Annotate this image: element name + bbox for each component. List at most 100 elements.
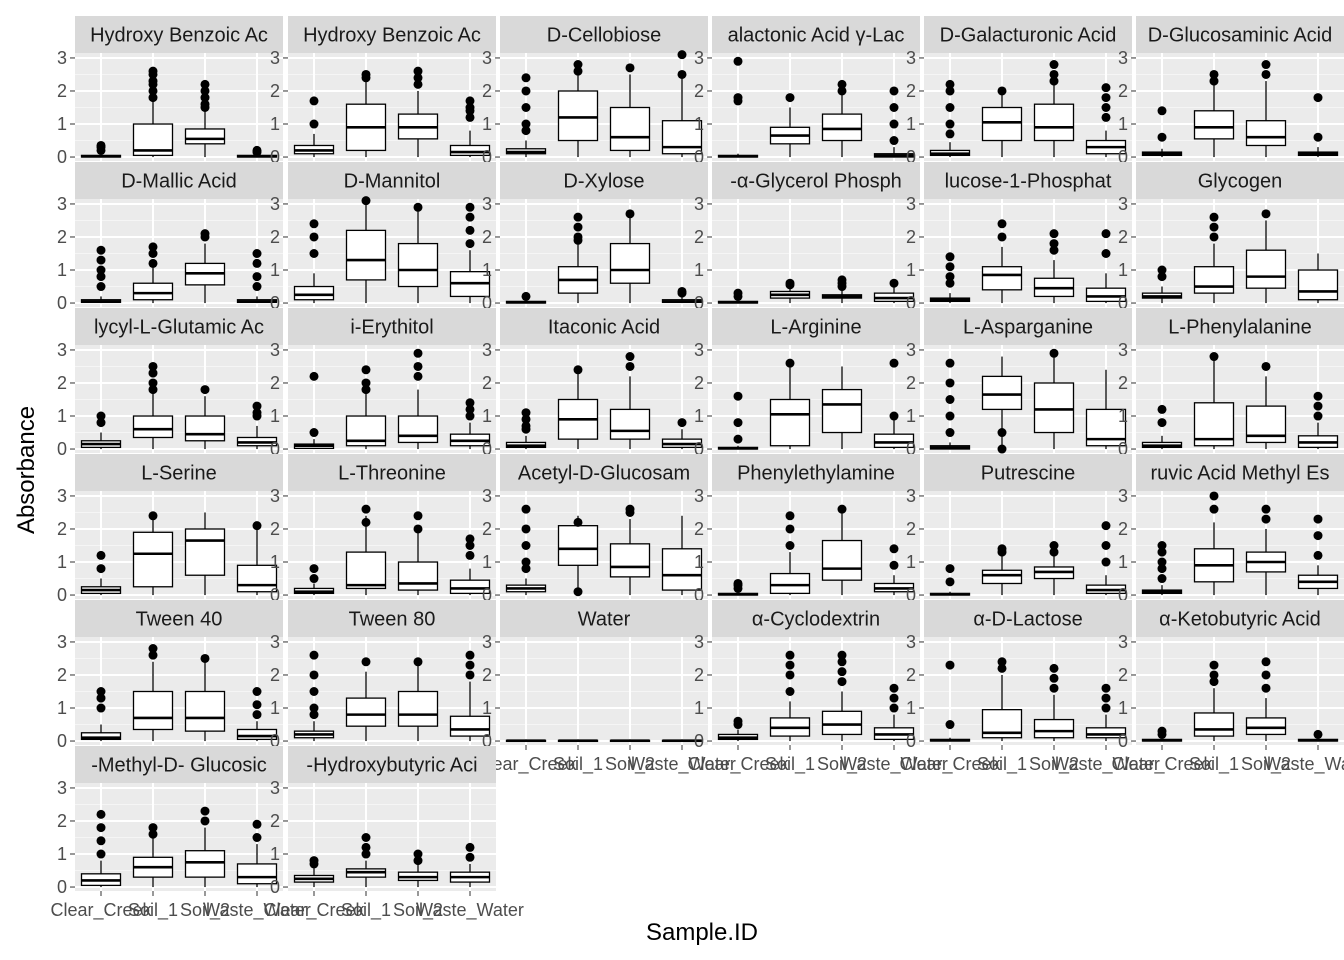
y-tick-label: 2 <box>482 227 492 247</box>
outlier-point <box>1101 557 1111 567</box>
box-body <box>345 551 387 590</box>
box-body <box>1085 287 1127 303</box>
box-Soil_1 <box>981 86 1023 158</box>
facet-strip-label: D-Cellobiose <box>547 25 662 47</box>
outlier-point <box>997 219 1007 229</box>
y-tick-label: 0 <box>270 877 280 897</box>
x-tick-label: Clear_Creek <box>899 754 1001 775</box>
outlier-point <box>96 245 106 255</box>
outlier-point <box>1157 106 1167 116</box>
box-Soil_1 <box>1193 491 1235 596</box>
outlier-point <box>361 378 371 388</box>
outlier-point <box>361 504 371 514</box>
box-Waste_Water <box>236 248 278 304</box>
box-body <box>821 388 863 434</box>
facet-strip <box>924 308 1132 345</box>
facet-panel: D-Xylose 0 1 2 3 <box>482 162 708 313</box>
y-tick-label: 0 <box>1118 439 1128 459</box>
facet-panel: ruvic Acid Methyl Es 0 1 2 3 <box>1118 454 1344 605</box>
outlier-point <box>413 371 423 381</box>
facet-panel: Itaconic Acid 0 1 2 3 <box>482 308 708 459</box>
x-tick-label: Clear_Creek <box>687 754 789 775</box>
box-Soil_1 <box>1193 69 1235 158</box>
outlier-point <box>96 836 106 846</box>
outlier-point <box>945 660 955 670</box>
y-tick-label: 3 <box>694 340 704 360</box>
y-tick-label: 0 <box>57 293 67 313</box>
x-tick-label: Clear_Creek <box>475 754 577 775</box>
outlier-point <box>889 102 899 112</box>
outlier-point <box>465 540 475 550</box>
box-body <box>609 106 651 152</box>
outlier-point <box>309 96 319 106</box>
y-tick-label: 3 <box>270 194 280 214</box>
box-Soil_1 <box>345 832 387 888</box>
box-Soil_1 <box>769 358 811 450</box>
outlier-point <box>1209 76 1219 86</box>
outlier-point <box>837 504 847 514</box>
outlier-point <box>889 136 899 146</box>
box-Soil_2 <box>184 806 226 888</box>
y-tick-label: 2 <box>270 519 280 539</box>
y-tick-label: 3 <box>694 486 704 506</box>
outlier-point <box>1101 248 1111 258</box>
outlier-point <box>1313 401 1323 411</box>
outlier-point <box>997 657 1007 667</box>
box-body <box>1033 718 1075 739</box>
outlier-point <box>785 686 795 696</box>
x-tick-label: Clear_Creek <box>50 900 152 921</box>
outlier-point <box>677 286 687 296</box>
facet-strip <box>924 454 1132 491</box>
box-Soil_1 <box>345 365 387 450</box>
box-body <box>449 715 491 737</box>
outlier-point <box>361 73 371 83</box>
facet-strip <box>500 454 708 491</box>
box-body <box>821 710 863 736</box>
outlier-point <box>889 411 899 421</box>
box-Waste_Water <box>1085 521 1127 596</box>
box-Waste_Water <box>1297 253 1339 304</box>
box-Waste_Water <box>1297 514 1339 596</box>
outlier-point <box>1261 670 1271 680</box>
outlier-point <box>465 239 475 249</box>
box-Soil_2 <box>821 79 863 158</box>
box-body <box>1193 110 1235 140</box>
outlier-point <box>465 202 475 212</box>
outlier-point <box>521 540 531 550</box>
box-body <box>236 564 278 593</box>
outlier-point <box>573 60 583 70</box>
box-body <box>1193 266 1235 294</box>
box-body <box>981 569 1023 585</box>
outlier-point <box>200 653 210 663</box>
y-tick-label: 2 <box>57 227 67 247</box>
facet-strip <box>288 162 496 199</box>
outlier-point <box>252 710 262 720</box>
y-tick-label: 1 <box>1118 552 1128 572</box>
outlier-point <box>837 86 847 96</box>
outlier-point <box>1157 557 1167 567</box>
box-Waste_Water <box>1085 683 1127 742</box>
outlier-point <box>997 663 1007 673</box>
x-tick-label: Clear_Creek <box>263 900 365 921</box>
box-Soil_1 <box>132 242 174 304</box>
outlier-point <box>309 248 319 258</box>
y-tick-label: 1 <box>1118 698 1128 718</box>
outlier-point <box>837 657 847 667</box>
y-tick-label: 1 <box>57 114 67 134</box>
y-tick-label: 2 <box>1118 373 1128 393</box>
box-body <box>661 548 703 591</box>
outlier-point <box>785 511 795 521</box>
box-body <box>397 561 439 591</box>
y-tick-label: 3 <box>57 486 67 506</box>
outlier-point <box>465 212 475 222</box>
outlier-point <box>252 819 262 829</box>
facet-strip <box>500 162 708 199</box>
outlier-point <box>997 428 1007 438</box>
y-tick-label: 3 <box>270 632 280 652</box>
box-body <box>609 543 651 578</box>
y-tick-label: 0 <box>1118 293 1128 313</box>
outlier-point <box>1261 504 1271 514</box>
facet-strip <box>1136 454 1344 491</box>
y-tick-label: 0 <box>57 585 67 605</box>
